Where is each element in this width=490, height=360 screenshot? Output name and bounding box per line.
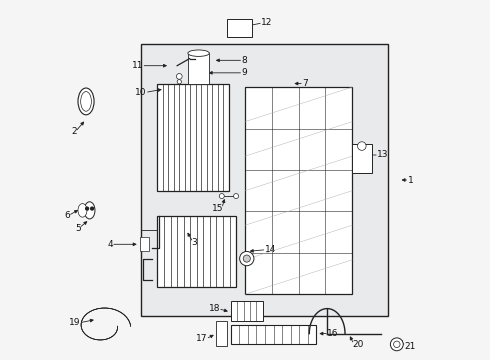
Bar — [352, 144, 372, 173]
Text: 19: 19 — [69, 318, 81, 327]
Text: 16: 16 — [327, 329, 339, 338]
Bar — [142, 44, 388, 316]
Text: 1: 1 — [408, 176, 413, 185]
Text: 3: 3 — [192, 238, 197, 247]
Bar — [227, 19, 252, 37]
Text: 20: 20 — [352, 340, 364, 349]
Circle shape — [177, 80, 181, 84]
Text: 21: 21 — [404, 342, 416, 351]
Circle shape — [393, 341, 400, 347]
Text: 12: 12 — [261, 18, 272, 27]
Bar — [188, 53, 209, 84]
Bar — [157, 216, 236, 287]
Circle shape — [91, 207, 94, 210]
Text: 10: 10 — [135, 88, 147, 97]
Bar — [140, 237, 148, 251]
Circle shape — [86, 207, 89, 210]
Text: 13: 13 — [377, 150, 389, 159]
Ellipse shape — [78, 88, 94, 115]
Circle shape — [220, 194, 224, 199]
Bar — [245, 87, 352, 294]
Text: 11: 11 — [132, 61, 143, 70]
Text: 15: 15 — [212, 204, 223, 213]
Text: 2: 2 — [72, 127, 77, 136]
Text: 5: 5 — [75, 224, 81, 233]
Circle shape — [391, 338, 403, 351]
Bar — [231, 301, 263, 321]
Ellipse shape — [188, 50, 209, 57]
Circle shape — [176, 73, 182, 79]
Ellipse shape — [81, 91, 92, 111]
Text: 8: 8 — [242, 56, 247, 65]
Text: 18: 18 — [208, 304, 220, 313]
Circle shape — [358, 142, 366, 150]
Text: 7: 7 — [302, 79, 308, 88]
Bar — [217, 321, 227, 346]
Circle shape — [240, 251, 254, 266]
Bar — [157, 84, 229, 191]
Text: 17: 17 — [196, 334, 207, 343]
Bar — [231, 325, 317, 344]
Circle shape — [243, 255, 250, 262]
Ellipse shape — [84, 202, 95, 219]
Text: 6: 6 — [64, 211, 70, 220]
Text: 14: 14 — [265, 245, 276, 254]
Text: 9: 9 — [242, 68, 247, 77]
Text: 4: 4 — [107, 240, 113, 249]
Circle shape — [234, 194, 239, 199]
Ellipse shape — [78, 203, 87, 217]
